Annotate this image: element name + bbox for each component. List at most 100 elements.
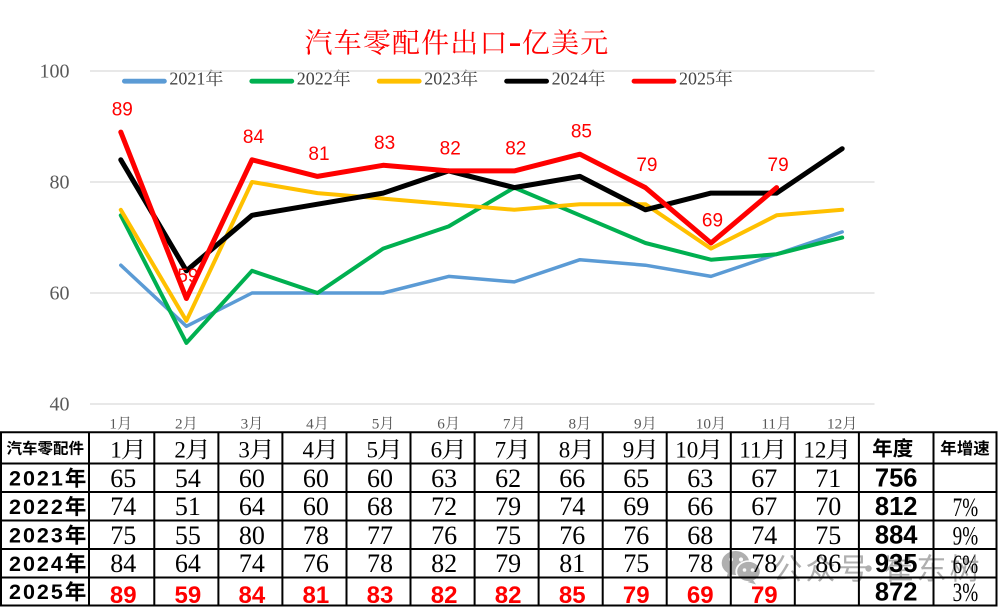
svg-text:54: 54 (175, 464, 201, 493)
svg-text:7%: 7% (953, 493, 979, 522)
svg-text:79: 79 (623, 582, 650, 608)
svg-text:66: 66 (687, 492, 713, 521)
svg-text:74: 74 (751, 521, 777, 550)
svg-text:60: 60 (367, 464, 393, 493)
svg-text:812: 812 (875, 493, 918, 521)
svg-text:69: 69 (687, 582, 714, 608)
svg-text:79: 79 (495, 549, 521, 578)
svg-text:100: 100 (40, 61, 70, 83)
svg-text:64: 64 (175, 549, 201, 578)
svg-text:82: 82 (431, 549, 457, 578)
svg-text:81: 81 (303, 582, 330, 608)
svg-text:79: 79 (636, 155, 657, 176)
svg-text:75: 75 (495, 521, 521, 550)
svg-text:60: 60 (303, 492, 329, 521)
svg-text:59: 59 (175, 582, 202, 608)
svg-text:2025: 2025 (9, 580, 65, 604)
svg-text:82: 82 (505, 138, 526, 159)
svg-text:72: 72 (431, 492, 457, 521)
svg-text:84: 84 (239, 582, 266, 608)
svg-text:2024: 2024 (9, 552, 65, 576)
svg-text:79: 79 (751, 582, 778, 608)
svg-text:68: 68 (367, 492, 393, 521)
svg-text:872: 872 (875, 578, 918, 606)
svg-text:2: 2 (174, 437, 186, 462)
svg-text:10: 10 (675, 437, 698, 462)
svg-text:55: 55 (175, 521, 201, 550)
svg-text:68: 68 (687, 521, 713, 550)
svg-text:7: 7 (503, 415, 511, 432)
svg-text:935: 935 (875, 550, 918, 578)
svg-text:4: 4 (306, 415, 314, 432)
svg-text:86: 86 (815, 549, 841, 578)
svg-text:60: 60 (50, 283, 70, 305)
svg-text:2021: 2021 (9, 466, 65, 490)
svg-text:82: 82 (431, 582, 458, 608)
svg-text:5: 5 (367, 437, 379, 462)
svg-text:83: 83 (367, 582, 394, 608)
svg-text:84: 84 (110, 549, 136, 578)
svg-text:84: 84 (243, 127, 265, 148)
svg-text:60: 60 (303, 464, 329, 493)
svg-text:12: 12 (803, 437, 826, 462)
svg-text:5: 5 (372, 415, 380, 432)
svg-text:63: 63 (687, 464, 713, 493)
svg-text:67: 67 (751, 492, 777, 521)
svg-text:70: 70 (815, 492, 841, 521)
svg-text:3: 3 (241, 415, 249, 432)
svg-text:83: 83 (374, 133, 395, 154)
svg-text:9: 9 (623, 437, 635, 462)
svg-text:2024: 2024 (552, 69, 588, 89)
svg-text:74: 74 (559, 492, 585, 521)
svg-text:76: 76 (559, 521, 585, 550)
svg-text:64: 64 (239, 492, 265, 521)
svg-text:85: 85 (559, 582, 586, 608)
svg-text:66: 66 (559, 464, 585, 493)
svg-text:85: 85 (571, 122, 592, 143)
svg-text:62: 62 (495, 464, 521, 493)
svg-text:2: 2 (175, 415, 183, 432)
svg-text:11: 11 (761, 415, 776, 432)
svg-text:78: 78 (303, 521, 329, 550)
svg-text:82: 82 (495, 582, 522, 608)
svg-text:3%: 3% (953, 578, 979, 607)
svg-text:81: 81 (559, 549, 585, 578)
svg-text:77: 77 (367, 521, 393, 550)
svg-text:2021: 2021 (169, 69, 205, 89)
svg-text:78: 78 (367, 549, 393, 578)
svg-text:79: 79 (768, 155, 789, 176)
svg-text:76: 76 (431, 521, 457, 550)
svg-text:2022: 2022 (9, 495, 65, 519)
svg-text:69: 69 (623, 492, 649, 521)
svg-text:60: 60 (239, 464, 265, 493)
svg-text:80: 80 (50, 172, 70, 194)
svg-text:76: 76 (623, 521, 649, 550)
svg-text:8: 8 (559, 437, 571, 462)
svg-text:71: 71 (815, 464, 841, 493)
svg-text:80: 80 (239, 521, 265, 550)
svg-text:75: 75 (623, 549, 649, 578)
svg-text:1: 1 (109, 415, 117, 432)
svg-text:79: 79 (495, 492, 521, 521)
svg-text:6: 6 (431, 437, 443, 462)
svg-text:63: 63 (431, 464, 457, 493)
svg-text:756: 756 (875, 465, 918, 493)
svg-text:2025: 2025 (679, 69, 715, 89)
svg-text:4: 4 (303, 437, 315, 462)
svg-text:12: 12 (827, 415, 842, 432)
svg-text:10: 10 (696, 415, 712, 432)
svg-text:8: 8 (569, 415, 577, 432)
svg-text:11: 11 (739, 437, 761, 462)
svg-text:75: 75 (110, 521, 136, 550)
svg-text:2022: 2022 (297, 69, 333, 89)
svg-text:67: 67 (751, 464, 777, 493)
svg-text:40: 40 (50, 394, 70, 416)
svg-text:65: 65 (623, 464, 649, 493)
svg-text:74: 74 (239, 549, 265, 578)
svg-text:89: 89 (110, 582, 137, 608)
svg-text:3: 3 (238, 437, 250, 462)
svg-text:74: 74 (110, 492, 136, 521)
svg-text:2023: 2023 (9, 523, 65, 547)
svg-text:884: 884 (875, 522, 918, 550)
svg-text:69: 69 (702, 210, 723, 231)
